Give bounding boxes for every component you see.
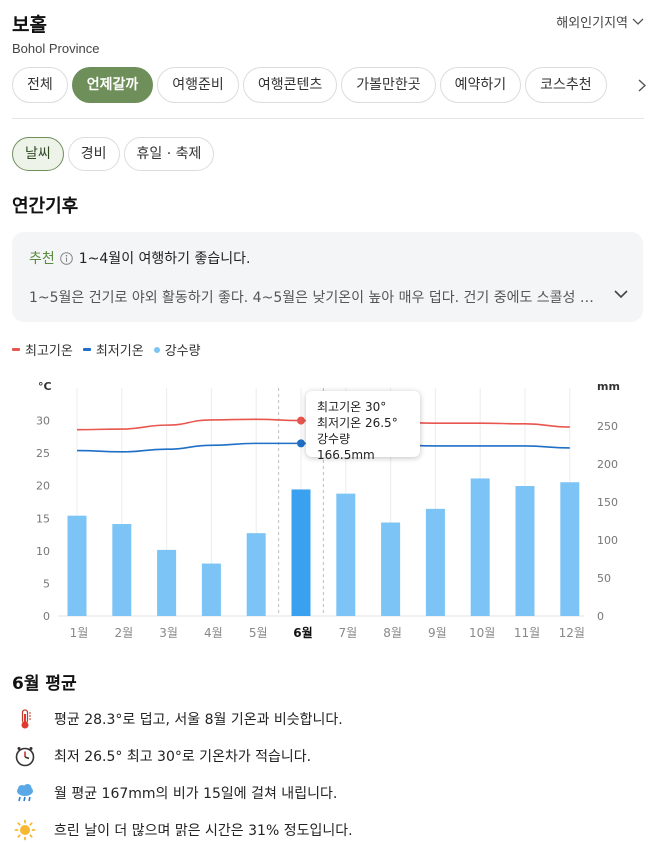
month-label: 4월 bbox=[204, 626, 223, 640]
legend-red-marker bbox=[12, 348, 20, 351]
legend-rain-label: 강수량 bbox=[164, 344, 201, 359]
month-label: 8월 bbox=[383, 626, 402, 640]
chart-tooltip: 최고기온 30° 최저기온 26.5° 강수량 166.5mm bbox=[306, 391, 420, 462]
chart-legend: 최고기온 최저기온 강수량 bbox=[12, 340, 201, 359]
legend-rain: 강수량 bbox=[153, 340, 201, 359]
month-label: 9월 bbox=[428, 626, 447, 640]
legend-blue-marker bbox=[82, 348, 91, 351]
rain-bar bbox=[336, 493, 356, 616]
tooltip-max-temp: 최고기온 30° bbox=[317, 400, 387, 414]
list-item: 월 평균 167mm의 비가 15일에 걸쳐 내립니다. bbox=[12, 774, 632, 811]
right-tick-label: 150 bbox=[597, 496, 618, 509]
recommendation-headline-row: 추천 1~4월이 여행하기 좋습니다. bbox=[29, 248, 250, 268]
recommendation-detail: 1~5월은 건기로 야외 활동하기 좋다. 4~5월은 낮기온이 높아 매우 덥… bbox=[29, 290, 604, 306]
rain-cloud-icon bbox=[12, 780, 38, 806]
main-tabs: 전체 언제갈까 여행준비 여행콘텐츠 가볼만한곳 예약하기 코스추천 bbox=[12, 67, 656, 103]
tab-when-to-go[interactable]: 언제갈까 bbox=[71, 67, 154, 103]
rain-bar bbox=[246, 533, 266, 616]
month-label: 10월 bbox=[469, 626, 495, 640]
rain-bar bbox=[470, 478, 490, 616]
recommendation-label: 추천 bbox=[29, 251, 55, 267]
tab-booking[interactable]: 예약하기 bbox=[439, 67, 522, 103]
region-link[interactable]: 해외인기지역 bbox=[556, 12, 644, 31]
month-label: 6월 bbox=[293, 625, 312, 640]
divider bbox=[12, 118, 644, 119]
month-label: 1월 bbox=[70, 626, 89, 640]
rain-bar bbox=[381, 522, 401, 616]
subtab-cost[interactable]: 경비 bbox=[67, 137, 120, 171]
legend-min-temp-label: 최저기온 bbox=[95, 344, 144, 359]
rain-bar bbox=[515, 486, 535, 616]
section-title: 연간기후 bbox=[12, 196, 79, 217]
month-label: 7월 bbox=[338, 626, 357, 640]
month-label: 2월 bbox=[114, 626, 133, 640]
list-item: 흐린 날이 더 많으며 맑은 시간은 31% 정도입니다. bbox=[12, 811, 632, 844]
tab-attractions[interactable]: 가볼만한곳 bbox=[341, 67, 436, 103]
header: 보홀 Bohol Province 해외인기지역 bbox=[12, 10, 644, 60]
left-tick-label: 30 bbox=[36, 415, 50, 428]
month-label: 11월 bbox=[514, 626, 540, 640]
sub-tabs: 날씨 경비 휴일 · 축제 bbox=[12, 137, 218, 171]
tooltip-min-temp: 최저기온 26.5° bbox=[317, 416, 398, 430]
month-label: 3월 bbox=[159, 626, 178, 640]
month-label: 5월 bbox=[249, 626, 268, 640]
legend-rain-marker bbox=[153, 346, 160, 353]
clock-icon bbox=[12, 743, 38, 769]
rain-bar bbox=[425, 508, 445, 616]
rainfall-text: 월 평균 167mm의 비가 15일에 걸쳐 내립니다. bbox=[54, 785, 338, 802]
rain-bar bbox=[291, 489, 311, 616]
legend-min-temp: 최저기온 bbox=[82, 340, 144, 359]
expand-chevron-icon[interactable] bbox=[613, 288, 629, 300]
subtab-holidays[interactable]: 휴일 · 축제 bbox=[123, 137, 215, 171]
right-axis-unit: mm bbox=[597, 380, 620, 393]
left-tick-label: 0 bbox=[43, 610, 50, 623]
max-temp-point bbox=[297, 416, 305, 425]
subtab-weather[interactable]: 날씨 bbox=[12, 137, 64, 171]
left-tick-label: 15 bbox=[36, 512, 50, 525]
page-title: 보홀 bbox=[12, 14, 47, 36]
rain-bar bbox=[201, 563, 221, 616]
tooltip-rain: 강수량 166.5mm bbox=[317, 432, 375, 462]
climate-chart[interactable]: °C mm 0 5 10 15 20 25 30 0 50 100 150 200 250 1월 2월 3월 4월 5… bbox=[0, 370, 656, 650]
list-item: 최저 26.5° 최고 30°로 기온차가 적습니다. bbox=[12, 737, 632, 774]
right-tick-label: 0 bbox=[597, 610, 604, 623]
recommendation-box: 추천 1~4월이 여행하기 좋습니다. 1~5월은 건기로 야외 활동하기 좋다… bbox=[12, 232, 643, 322]
monthly-average-title: 6월 평균 bbox=[12, 674, 77, 694]
thermometer-icon bbox=[12, 706, 38, 732]
page-subtitle: Bohol Province bbox=[12, 41, 100, 56]
info-icon[interactable] bbox=[59, 251, 73, 265]
right-tick-label: 200 bbox=[597, 458, 618, 471]
monthly-average-list: 평균 28.3°로 덥고, 서울 8월 기온과 비슷합니다. 최저 26.5° … bbox=[12, 700, 632, 844]
left-axis-unit: °C bbox=[38, 380, 52, 393]
average-temp-text: 평균 28.3°로 덥고, 서울 8월 기온과 비슷합니다. bbox=[54, 711, 343, 728]
tab-travel-content[interactable]: 여행콘텐츠 bbox=[242, 67, 338, 103]
tab-all[interactable]: 전체 bbox=[12, 67, 68, 103]
left-tick-label: 20 bbox=[36, 480, 50, 493]
region-link-label: 해외인기지역 bbox=[556, 16, 628, 31]
right-tick-label: 250 bbox=[597, 420, 618, 433]
temp-range-text: 최저 26.5° 최고 30°로 기온차가 적습니다. bbox=[54, 748, 312, 765]
chevron-right-icon bbox=[638, 78, 646, 92]
left-tick-label: 25 bbox=[36, 447, 50, 460]
chevron-down-icon bbox=[632, 18, 644, 25]
rain-bar bbox=[112, 524, 132, 616]
sun-icon bbox=[12, 817, 38, 843]
tabs-scroll-next-button[interactable] bbox=[628, 67, 656, 103]
rain-bar bbox=[157, 549, 177, 616]
tab-course[interactable]: 코스추천 bbox=[525, 67, 607, 103]
left-tick-label: 10 bbox=[36, 545, 50, 558]
tab-trip-prep[interactable]: 여행준비 bbox=[157, 67, 239, 103]
left-tick-label: 5 bbox=[43, 577, 50, 590]
sunshine-text: 흐린 날이 더 많으며 맑은 시간은 31% 정도입니다. bbox=[54, 822, 353, 839]
right-tick-label: 50 bbox=[597, 572, 611, 585]
recommendation-headline: 1~4월이 여행하기 좋습니다. bbox=[78, 251, 251, 267]
rain-bar bbox=[560, 482, 580, 616]
min-temp-point bbox=[297, 439, 305, 448]
month-label: 12월 bbox=[559, 626, 585, 640]
legend-max-temp: 최고기온 bbox=[12, 340, 73, 359]
list-item: 평균 28.3°로 덥고, 서울 8월 기온과 비슷합니다. bbox=[12, 700, 632, 737]
right-tick-label: 100 bbox=[597, 534, 618, 547]
legend-max-temp-label: 최고기온 bbox=[25, 344, 73, 359]
rain-bar bbox=[67, 515, 87, 616]
